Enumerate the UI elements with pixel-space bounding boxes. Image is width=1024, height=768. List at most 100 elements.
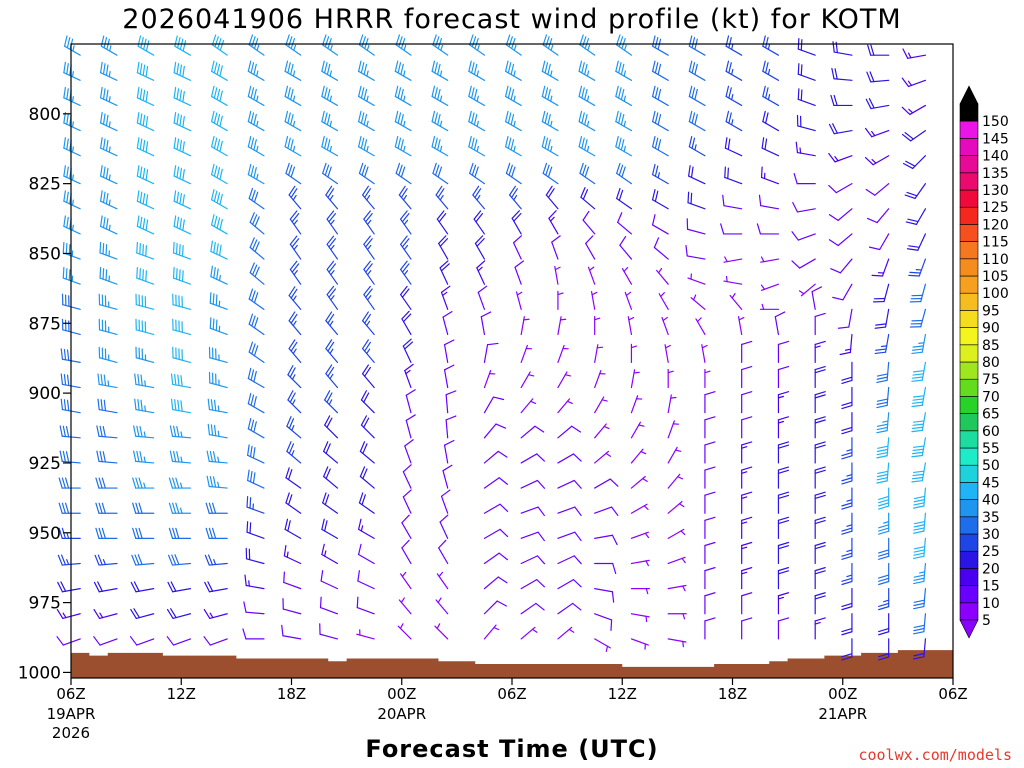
barb-half-feather (513, 44, 517, 51)
wind-barb (704, 416, 716, 439)
barb-feather (877, 470, 889, 475)
barb-feather (547, 188, 555, 199)
barb-feather (438, 213, 447, 223)
barb-feather (828, 152, 836, 163)
barb-feather (814, 592, 826, 597)
barb-feather (290, 341, 298, 352)
wind-barb (688, 110, 706, 132)
barb-half-feather (550, 70, 553, 77)
wind-barb (468, 60, 486, 81)
barb-feather (791, 260, 801, 269)
credit-link[interactable]: coolwx.com/models (858, 746, 1012, 764)
wind-barb (548, 210, 559, 235)
barb-feather (814, 617, 826, 622)
barb-feather (404, 439, 414, 447)
wind-barb (814, 416, 826, 439)
wind-barb (557, 602, 582, 615)
wind-barb (356, 596, 375, 615)
wind-barb (594, 506, 619, 517)
barb-feather (777, 545, 790, 550)
barb-feather (145, 245, 147, 257)
barb-feather (609, 478, 619, 487)
wind-barb (325, 311, 339, 336)
barb-feather (99, 425, 103, 438)
barb-feather (64, 477, 70, 489)
wind-barb (841, 412, 853, 435)
barb-feather (288, 311, 296, 322)
barb-feather (581, 112, 585, 124)
barb-feather (324, 520, 328, 532)
barb-feather (534, 425, 545, 433)
barb-feather (180, 375, 183, 387)
wind-barb (504, 110, 522, 132)
barb-feather (253, 114, 257, 126)
barb-feather (878, 574, 890, 579)
barb-feather (210, 85, 215, 98)
barb-feather (841, 656, 853, 661)
barb-half-feather (72, 45, 75, 52)
wind-barb (359, 441, 375, 464)
wind-barb (325, 339, 339, 363)
wind-barb (394, 85, 412, 107)
wind-barb (667, 584, 687, 592)
wind-barb (288, 311, 302, 336)
wind-barb (594, 315, 601, 336)
wind-barb (511, 210, 522, 235)
colorbar-swatch (959, 103, 979, 122)
barb-feather (97, 373, 100, 386)
barb-feather (913, 624, 926, 629)
x-tick-label: 06Z (938, 685, 967, 703)
colorbar-swatch (959, 327, 979, 346)
barb-feather (207, 554, 214, 566)
colorbar-max-arrow (959, 85, 979, 105)
wind-barb (876, 386, 890, 409)
barb-feather (878, 502, 890, 507)
barb-feather (432, 162, 437, 174)
wind-barb (520, 531, 545, 542)
barb-feather (620, 88, 625, 101)
barb-feather (326, 260, 335, 271)
wind-barb (326, 260, 339, 285)
wind-barb (630, 531, 650, 539)
barb-half-feather (777, 420, 785, 424)
wind-barb (483, 552, 508, 565)
barb-feather (758, 194, 762, 207)
barb-feather (913, 577, 925, 581)
barb-feather (547, 88, 551, 101)
barb-staff (245, 611, 265, 615)
barb-feather (741, 617, 753, 622)
wind-barb (741, 441, 753, 464)
wind-barb (664, 344, 671, 363)
barb-half-feather (144, 380, 147, 387)
wind-barb (541, 135, 559, 157)
barb-feather (213, 267, 216, 279)
wind-barb (436, 210, 449, 235)
barb-feather (581, 137, 585, 149)
wind-barb (911, 361, 927, 382)
barb-feather (580, 187, 586, 198)
wind-barb (321, 110, 339, 132)
barb-feather (209, 450, 214, 463)
wind-barb (520, 371, 535, 389)
wind-barb (242, 628, 265, 640)
barb-staff (62, 638, 81, 646)
barb-feather (741, 516, 753, 521)
wind-barb (741, 541, 753, 565)
wind-barb (913, 562, 927, 585)
barb-feather (105, 269, 108, 281)
plot-area (71, 44, 953, 678)
wind-barb (401, 539, 412, 565)
barb-feather (103, 37, 108, 49)
barb-feather (206, 450, 210, 462)
barb-feather (434, 87, 438, 99)
barb-feather (327, 313, 335, 324)
barb-feather (651, 85, 656, 98)
barb-feather (704, 567, 716, 572)
barb-feather (287, 87, 291, 99)
wind-barb (95, 527, 118, 539)
barb-feather (876, 423, 889, 427)
barb-staff (619, 244, 633, 260)
barb-feather (486, 342, 499, 346)
barb-feather (102, 242, 105, 255)
wind-barb (594, 370, 606, 389)
